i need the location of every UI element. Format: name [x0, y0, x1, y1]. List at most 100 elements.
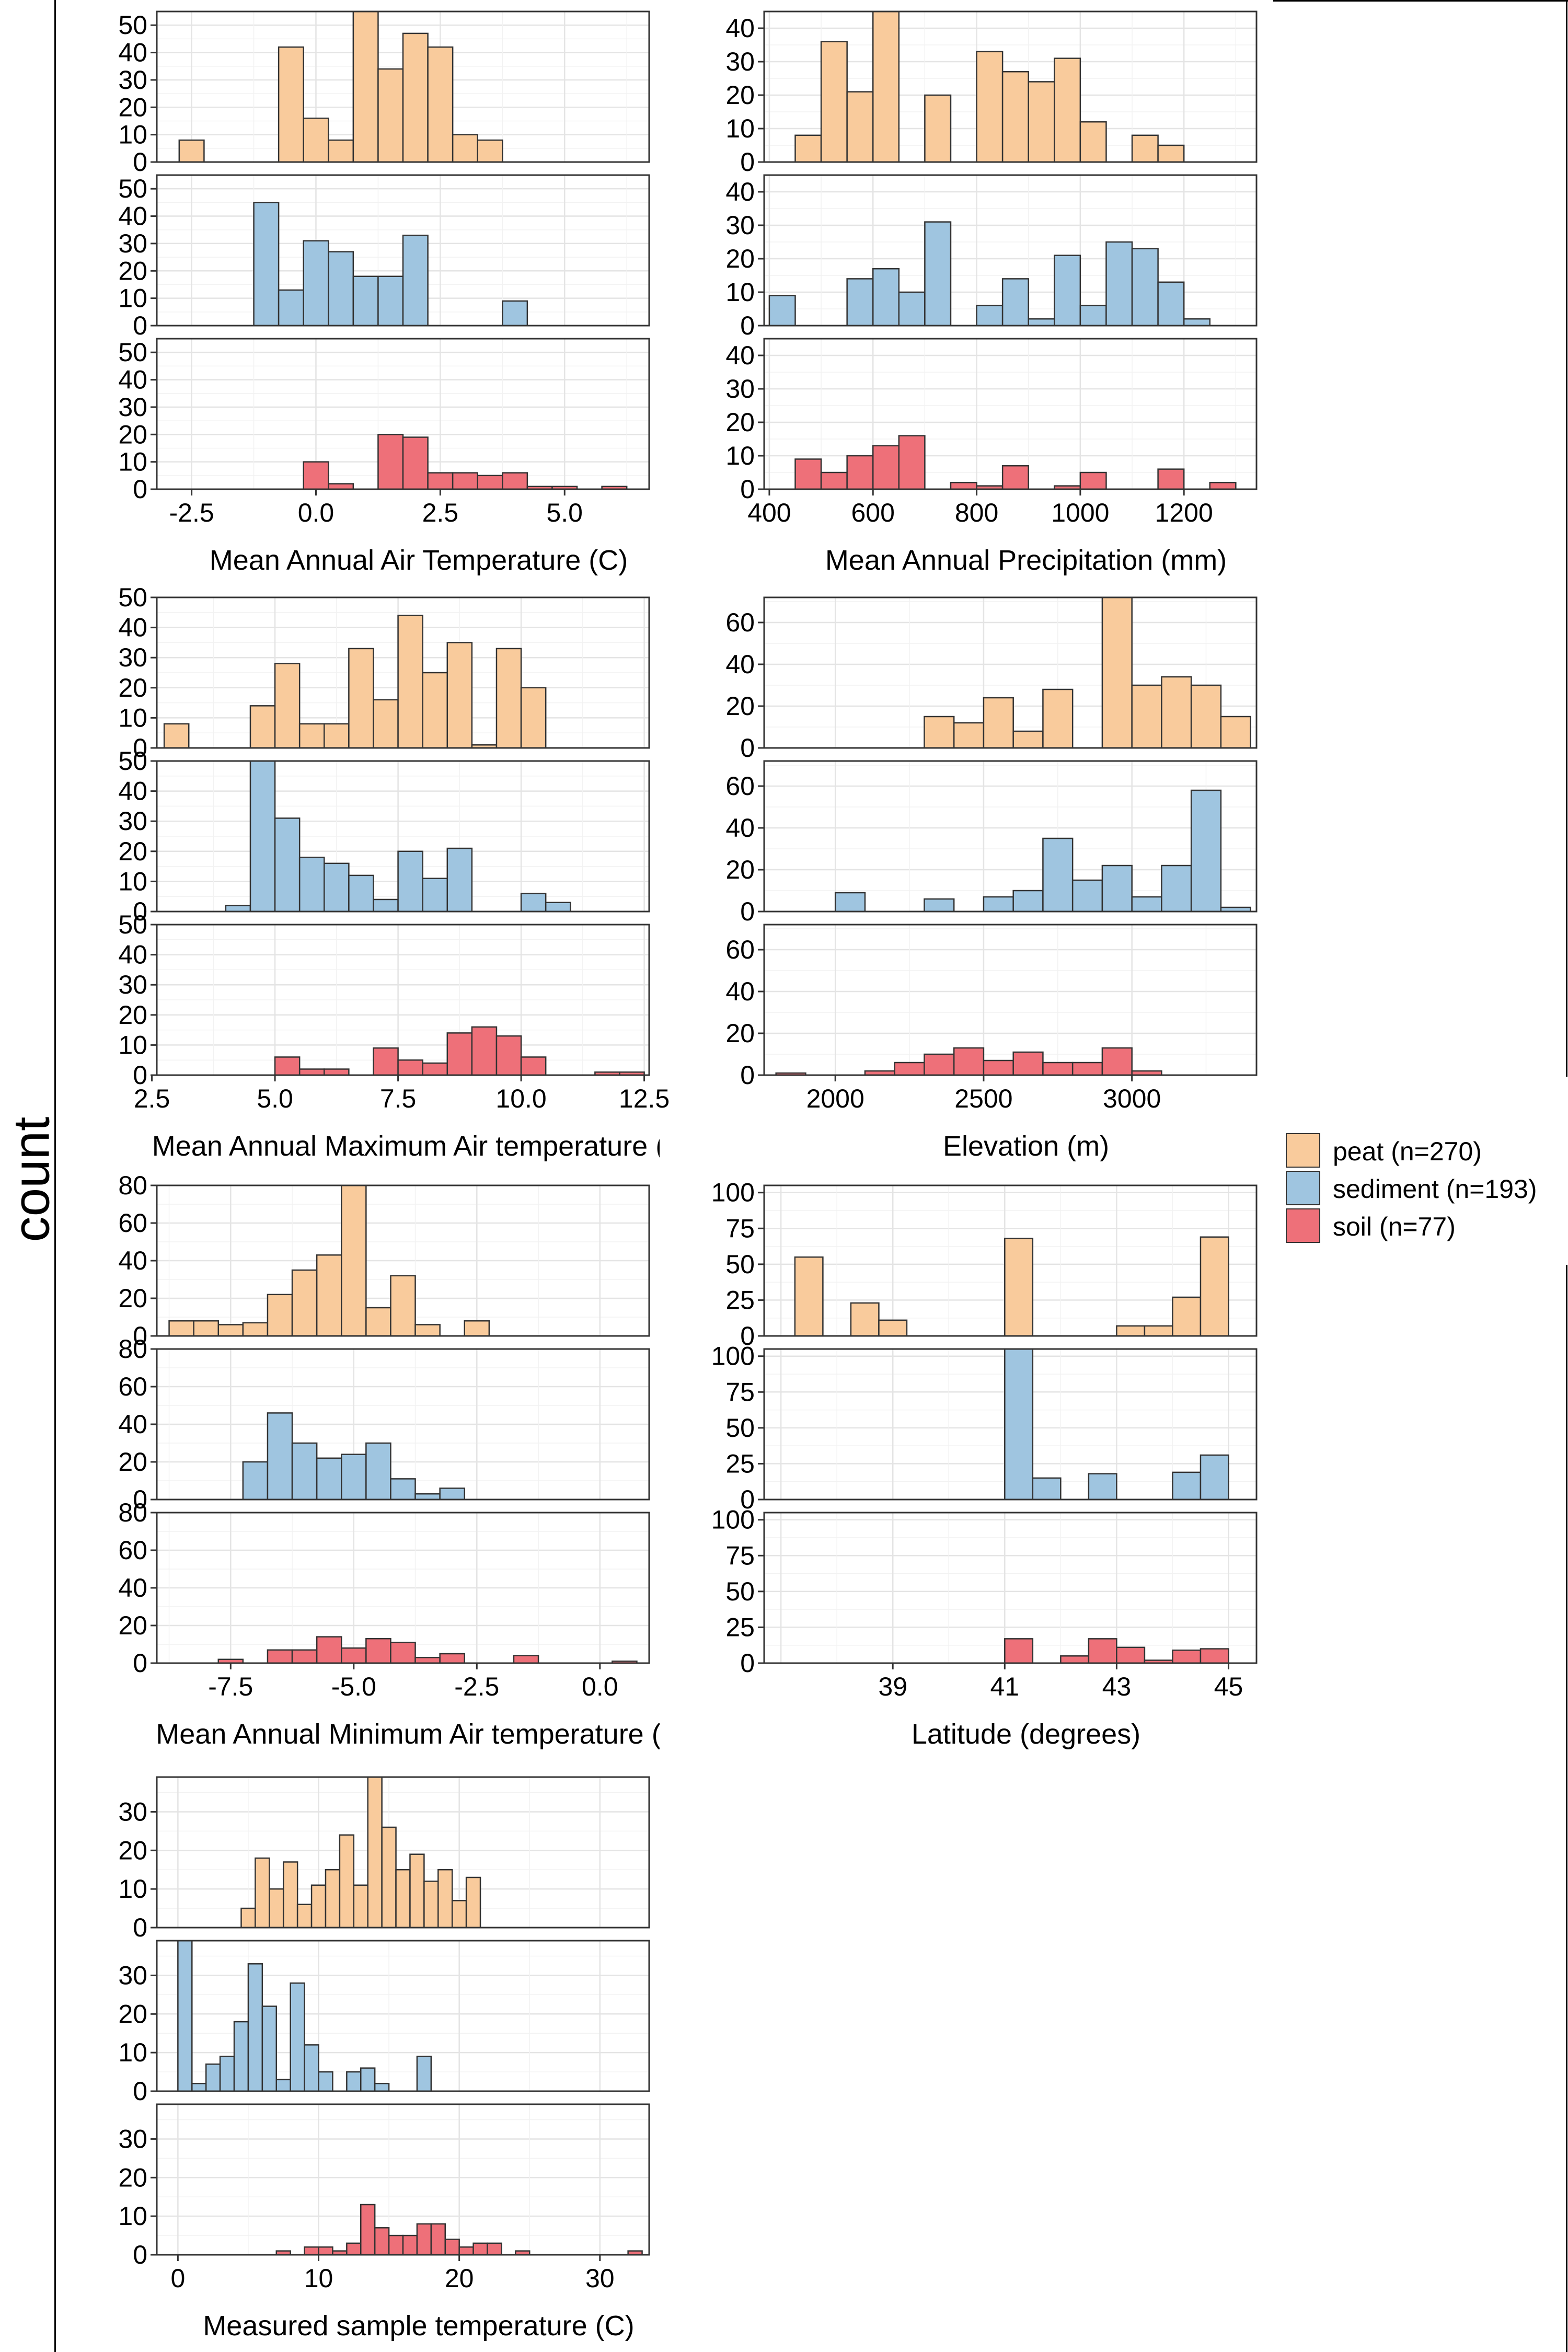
bar-sediment	[303, 240, 329, 327]
bar-peat	[341, 1184, 367, 1337]
bar-soil	[495, 1035, 522, 1076]
facet-peat: 0 10 20 30 40	[725, 10, 1258, 177]
y-tick-label: 50	[118, 174, 147, 203]
bar-peat	[452, 134, 478, 163]
y-tick-label: 40	[118, 777, 147, 806]
panel-border	[763, 1512, 1258, 1664]
y-tick-label: 80	[118, 1498, 147, 1527]
bar-sediment	[1042, 837, 1074, 913]
x-tick-label: -2.5	[169, 498, 214, 527]
bar-peat	[464, 1320, 490, 1337]
bar-sediment	[377, 275, 404, 327]
y-tick-label: 100	[711, 1178, 755, 1207]
bar-soil	[472, 2242, 488, 2256]
bar-sediment	[439, 1488, 466, 1501]
bar-peat	[924, 94, 952, 163]
panel-border	[763, 924, 1258, 1076]
bar-sediment	[502, 300, 528, 327]
x-tick-label: 3000	[1103, 1084, 1161, 1113]
bar-soil	[416, 2223, 432, 2256]
x-axis-label: Latitude (degrees)	[912, 1719, 1140, 1750]
bar-soil	[1004, 1638, 1034, 1664]
facet-peat: 0 10 20 30	[118, 1776, 650, 1942]
y-tick-label: 75	[725, 1377, 755, 1406]
y-tick-label: 20	[725, 244, 755, 273]
bar-soil	[402, 2234, 418, 2256]
x-tick-label: 45	[1214, 1672, 1243, 1701]
panel-background	[157, 2104, 649, 2255]
facet-sediment: 0 25 50 75 100	[711, 1342, 1258, 1514]
panel-border	[156, 924, 650, 1076]
bar-peat	[324, 723, 350, 749]
top-right-frame-line	[1273, 0, 1568, 2]
bar-soil	[377, 434, 404, 490]
bar-soil	[794, 458, 822, 490]
bar-sediment	[346, 2071, 362, 2092]
panel-border	[763, 1348, 1258, 1501]
panel-border	[763, 760, 1258, 913]
legend-label-soil: soil (n=77)	[1333, 1212, 1456, 1241]
x-tick-label: 1000	[1051, 498, 1109, 527]
x-axis-label: Mean Annual Precipitation (mm)	[825, 545, 1227, 576]
y-tick-label: 75	[725, 1541, 755, 1570]
facet-peat: 0 20 40 60 80	[118, 1171, 650, 1351]
y-tick-label: 10	[118, 2038, 147, 2067]
bar-soil	[1001, 465, 1029, 490]
y-tick-label: 60	[118, 1208, 147, 1238]
x-axis-label: Measured sample temperature (C)	[203, 2310, 634, 2342]
bar-soil	[303, 461, 329, 490]
bar-sediment	[1004, 1348, 1034, 1501]
y-tick-label: 10	[725, 441, 755, 470]
y-tick-label: 10	[725, 114, 755, 143]
bar-sediment	[924, 221, 952, 327]
bar-sediment	[1054, 255, 1081, 327]
x-tick-label: 600	[851, 498, 895, 527]
bar-peat	[409, 1853, 425, 1929]
panel-border	[763, 596, 1258, 749]
bar-sediment	[219, 2056, 235, 2092]
bar-sediment	[328, 251, 354, 327]
bar-sediment	[298, 857, 325, 913]
panel-border	[156, 2103, 650, 2256]
y-tick-label: 50	[725, 1577, 755, 1606]
x-tick-label: 0.0	[582, 1672, 618, 1701]
bar-soil	[439, 1653, 466, 1664]
bar-peat	[377, 68, 404, 163]
x-axis-label: Mean Annual Minimum Air temperature (C	[156, 1719, 681, 1750]
bar-sediment	[242, 1461, 269, 1501]
bar-peat	[339, 1834, 355, 1929]
bar-sediment	[1001, 278, 1029, 327]
bar-soil	[1079, 471, 1107, 490]
bar-soil	[444, 2239, 460, 2256]
chart-elevation: 0 20 40 60 0 20 40 60 0 20 40 60 2000 2500 3000 Elevati…	[725, 596, 1258, 1162]
facet-peat: 0 25 50 75 100	[711, 1178, 1258, 1351]
bar-sediment	[545, 902, 571, 913]
bar-peat	[291, 1269, 318, 1337]
x-tick-label: 30	[585, 2264, 615, 2293]
x-tick-label: 43	[1102, 1672, 1132, 1701]
bar-soil	[502, 472, 528, 490]
bar-sediment	[247, 1963, 263, 2092]
bar-sediment	[898, 291, 926, 327]
x-tick-label: 5.0	[257, 1084, 293, 1113]
y-tick-label: 40	[118, 202, 147, 231]
bar-peat	[303, 117, 329, 163]
bar-sediment	[976, 305, 1004, 327]
bar-soil	[422, 1062, 448, 1076]
bar-sediment	[1105, 241, 1133, 327]
bar-soil	[950, 481, 977, 490]
bar-sediment	[249, 760, 276, 913]
bar-peat	[310, 1884, 327, 1929]
bar-peat	[924, 716, 955, 749]
bar-soil	[304, 2246, 319, 2256]
bar-peat	[249, 705, 276, 749]
panel-border	[156, 760, 650, 913]
bar-peat	[872, 10, 900, 163]
bar-sediment	[290, 1982, 305, 2092]
y-tick-label: 0	[740, 311, 755, 340]
bar-peat	[217, 1324, 244, 1337]
y-tick-label: 30	[725, 47, 755, 76]
bar-peat	[1028, 81, 1055, 163]
